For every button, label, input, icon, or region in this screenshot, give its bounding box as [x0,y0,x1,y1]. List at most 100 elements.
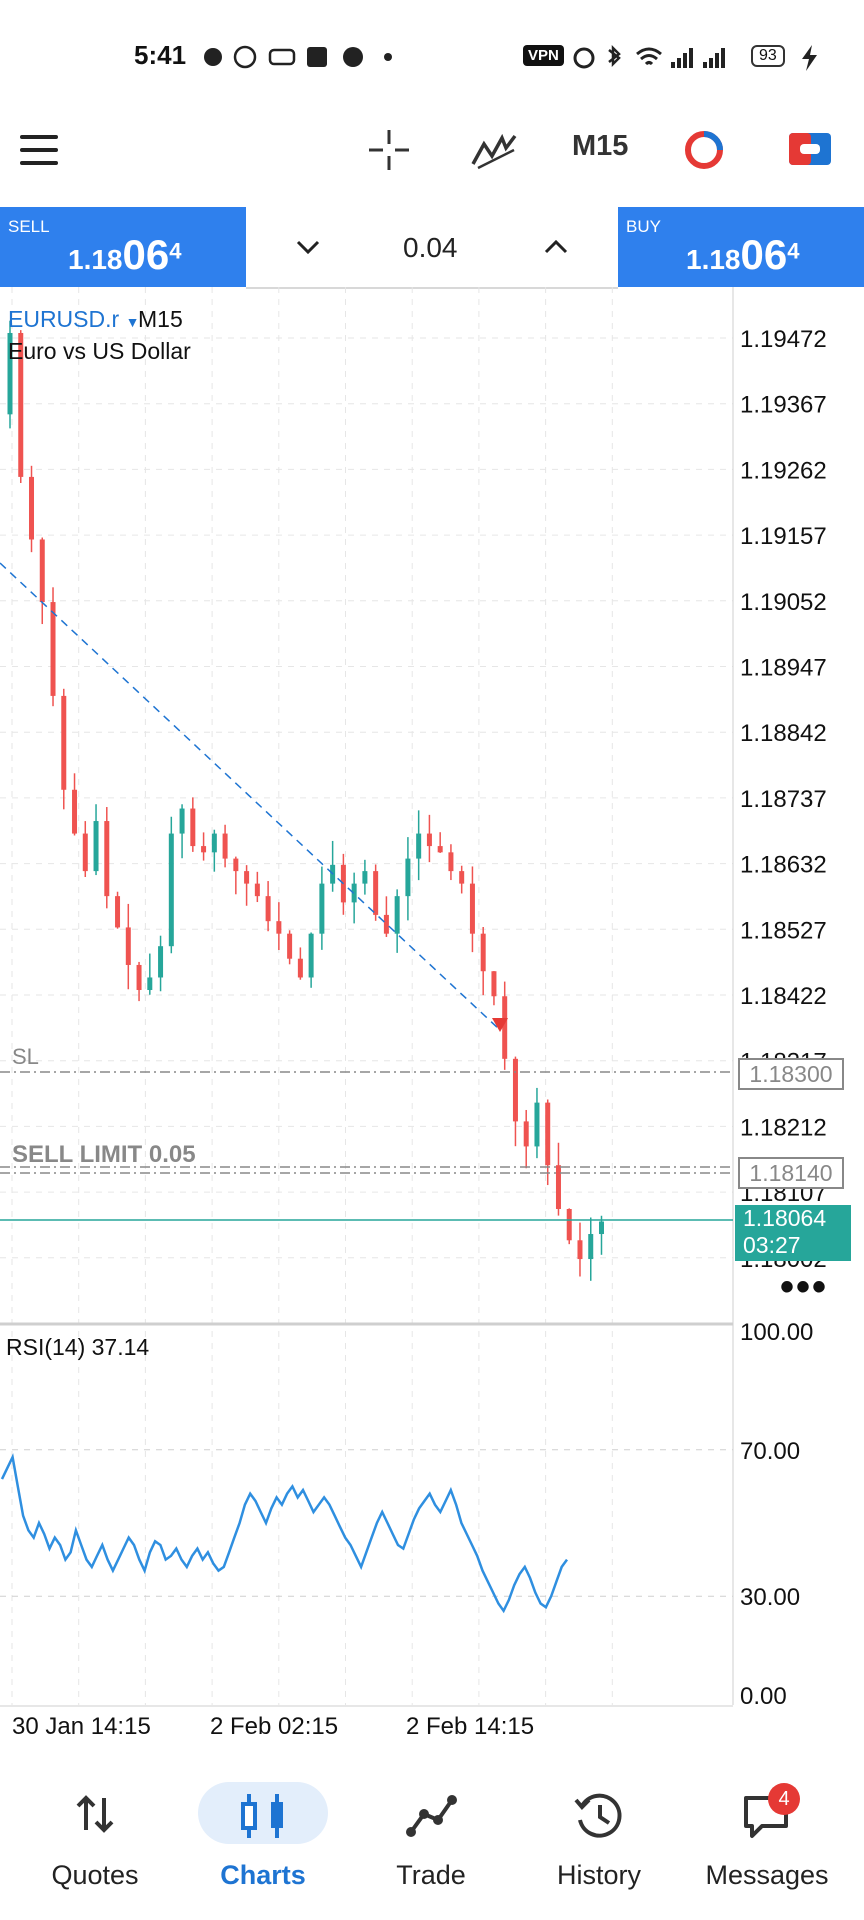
more-options-button[interactable]: ••• [780,1265,829,1309]
quotes-icon [76,1795,114,1833]
charts-active-indicator [198,1782,328,1844]
nav-label-history: History [556,1860,641,1890]
crosshair-icon[interactable] [367,128,411,172]
time-axis-label: 2 Feb 02:15 [210,1713,338,1740]
timeframe-button[interactable]: M15 [572,130,629,162]
nav-messages[interactable]: Messages [682,1780,852,1890]
bottom-navigation [0,1760,864,1920]
status-time: 5:41 [134,40,187,70]
nav-history[interactable]: History [514,1780,684,1890]
candle-body [82,833,88,872]
nav-trade[interactable]: Trade [346,1780,516,1890]
price-axis-label: 1.19262 [740,457,827,484]
candle-body [93,821,99,872]
alarm-icon [573,47,595,69]
signal-icon [671,48,725,68]
buy-button[interactable]: BUY 1.18064 [618,207,864,287]
candle-body [125,927,131,965]
trendline [0,562,501,1031]
notification-icons [204,45,392,69]
candle-body [534,1102,540,1147]
sell-label: SELL [8,217,50,236]
price-axis-label: 1.18527 [740,917,827,944]
price-axis-label: 1.19157 [740,523,827,550]
system-icons [573,44,725,69]
wifi-icon [636,47,662,66]
new-order-icon[interactable] [788,132,832,166]
candle-body [222,833,228,859]
candle-body [555,1165,561,1209]
price-chart[interactable]: 1.19472 1.19367 1.19262 1.19157 1.19052 1.189… [0,0,864,1760]
candle-body [61,695,67,790]
sell-limit-price-box[interactable]: 1.18140 [738,1157,844,1189]
candle-body [480,933,486,972]
messages-icon [744,1796,788,1838]
candle-body [104,821,110,897]
linkedin-icon [307,47,327,67]
candle-body [276,921,282,934]
candle-body [405,858,411,897]
nav-label-trade: Trade [396,1860,466,1890]
price-axis-label: 1.18737 [740,786,827,813]
candle-body [416,833,422,859]
candle-body [158,946,164,978]
candle-body [394,896,400,934]
charts-icon [241,1794,283,1838]
candle-body [72,789,78,834]
candle-body [502,996,508,1059]
vpn-icon: VPN [523,45,564,66]
candle-body [373,871,379,915]
price-axis-label: 1.19367 [740,392,827,419]
indicators-icon[interactable] [470,130,518,170]
sell-limit-label: SELL LIMIT 0.05 [12,1141,196,1168]
candle-body [469,883,475,934]
candle-body [297,958,303,978]
candle-body [319,883,325,934]
one-click-trading-icon[interactable] [682,130,726,170]
buy-label: BUY [626,217,661,236]
candle-body [168,833,174,947]
candle-body [351,883,357,903]
media-icon [268,48,296,66]
messages-badge: 4 [768,1783,800,1815]
candle-body [147,977,153,990]
nav-quotes[interactable]: Quotes [10,1780,180,1890]
bid-price: 1.18064 [743,1205,827,1231]
volume-control [246,207,618,289]
candle-body [459,871,465,884]
candle-body [29,476,35,540]
candle-body [523,1121,529,1147]
volume-input[interactable]: 0.04 [403,232,458,263]
price-axis-label: 1.18212 [740,1114,827,1141]
rsi-axis-label: 100.00 [740,1319,813,1346]
bid-price-box: 1.18064 03:27 [735,1205,851,1261]
volume-increase-button[interactable] [542,236,570,258]
candle-body [211,833,217,853]
whatsapp-icon [233,45,257,69]
menu-button[interactable] [20,135,58,165]
rsi-axis-label: 70.00 [740,1438,800,1465]
candle-body [308,933,314,978]
candle-body [136,964,142,990]
sl-price-box[interactable]: 1.18300 [738,1058,844,1090]
more-notifications-icon [384,53,392,61]
nav-charts[interactable]: Charts [178,1780,348,1890]
candle-body [244,871,250,884]
sell-arrow-marker [492,1018,508,1032]
candle-body [39,539,45,603]
symbol-selector[interactable]: EURUSD.r ▼ [8,306,140,332]
candle-body [448,852,454,872]
price-axis-label: 1.18947 [740,655,827,682]
candle-body [383,914,389,934]
candle-body [50,602,56,696]
phone-app-icon [343,47,363,67]
candle-body [7,332,13,415]
bluetooth-icon [608,44,621,68]
chart-timeframe: M15 [138,306,183,332]
trade-icon [406,1795,457,1837]
sell-button[interactable]: SELL 1.18064 [0,207,246,287]
app-notification-icon [204,48,222,66]
volume-decrease-button[interactable] [294,236,322,258]
nav-label-messages: Messages [705,1860,829,1890]
price-axis-label: 1.18632 [740,852,827,879]
